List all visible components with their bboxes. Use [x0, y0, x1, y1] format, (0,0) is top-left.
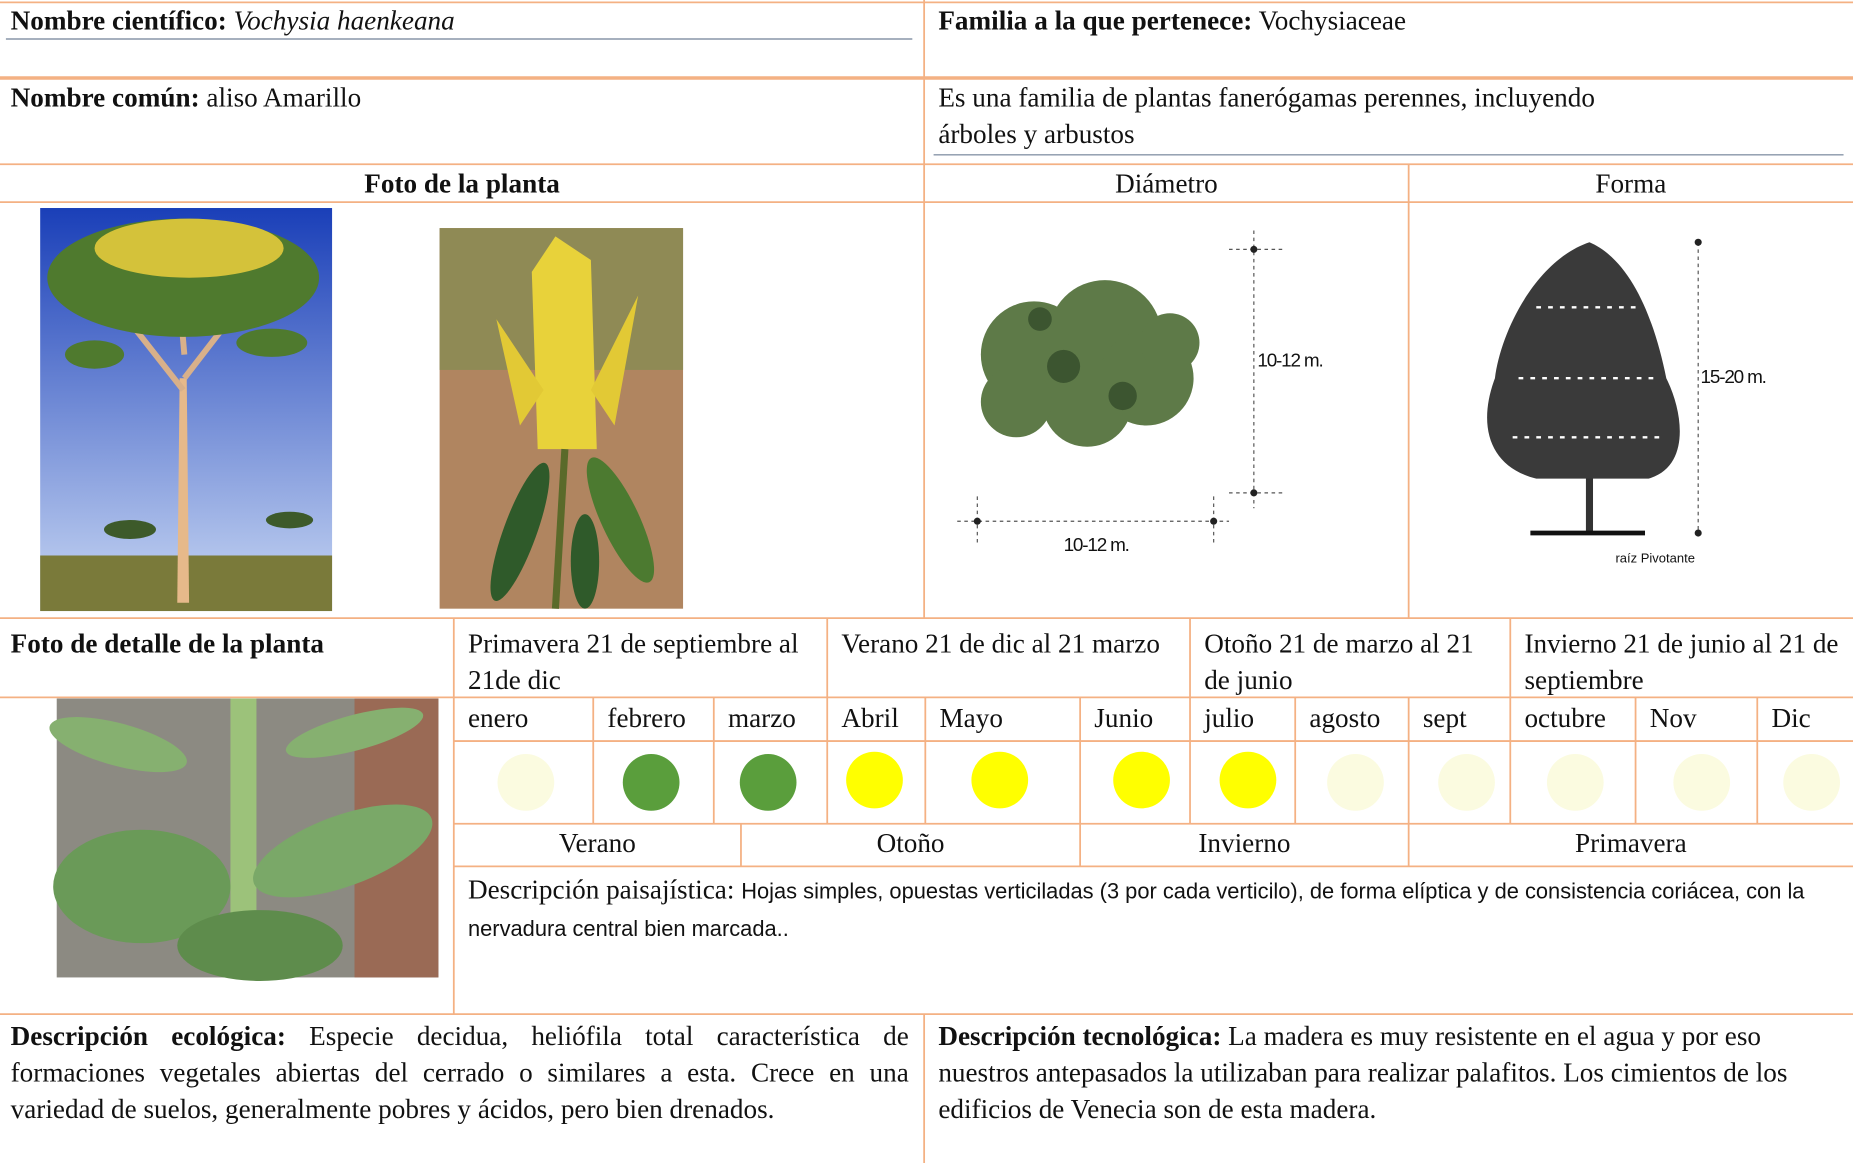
month-name: agosto [1309, 703, 1381, 733]
month-indicator [1438, 754, 1495, 811]
label: Descripción ecológica: [10, 1021, 286, 1051]
season-band: Otoño [876, 828, 945, 859]
label: Nombre común: [10, 82, 200, 113]
label: Familia a la que pertenece: [938, 5, 1253, 36]
label: Nombre científico: [10, 5, 227, 36]
diameter-height-label: 10-12 m. [1257, 351, 1323, 372]
common-name: Nombre común: aliso Amarillo [11, 79, 362, 116]
diameter-drawing [957, 230, 1283, 544]
value: Vochysia haenkeana [233, 5, 455, 36]
season-band: Invierno [1198, 828, 1291, 859]
month-name: Junio [1094, 703, 1154, 733]
month-indicator [1546, 754, 1604, 811]
detail-title: Foto de detalle de la planta [10, 628, 324, 659]
photo-title: Foto de la planta [364, 169, 560, 199]
month-name: julio [1204, 703, 1255, 733]
diameter-title: Diámetro [1115, 169, 1218, 199]
month-indicator [739, 754, 797, 811]
month-name: enero [467, 703, 529, 733]
label: Descripción tecnológica: [938, 1021, 1222, 1051]
month-indicator [846, 751, 903, 809]
value: Vochysiaceae [1258, 5, 1407, 36]
month-indicator [1783, 754, 1841, 811]
flower-photo [439, 228, 684, 609]
month-indicator [1673, 754, 1731, 811]
month-name: Dic [1771, 703, 1811, 733]
label: Descripción paisajística: [467, 874, 735, 905]
form-root-label: raíz Pivotante [1615, 551, 1695, 567]
family-description: Es una familia de plantas fanerógamas pe… [938, 82, 1595, 149]
technological-description: Descripción tecnológica: La madera es mu… [938, 1018, 1836, 1128]
ecological-description: Descripción ecológica: Especie decidua, … [11, 1018, 909, 1128]
season: Invierno 21 de junio al 21 de septiembre [1524, 628, 1839, 695]
landscape-description: Descripción paisajística: Hojas simples,… [468, 871, 1839, 947]
month-indicator [622, 754, 680, 811]
text: Especie decidua, heliófila total caracte… [10, 1021, 909, 1124]
scientific-name: Nombre científico: Vochysia haenkeana [11, 2, 455, 39]
month-indicator [497, 754, 555, 811]
month-name: octubre [1524, 703, 1606, 733]
season-band: Primavera [1574, 828, 1687, 859]
season: Verano 21 de dic al 21 marzo [841, 628, 1160, 659]
month-indicator [1113, 751, 1170, 809]
text: Hojas simples, opuestas verticiladas (3 … [467, 878, 1805, 941]
month-name: Nov [1649, 703, 1697, 733]
form-drawing [1487, 238, 1702, 537]
month-name: Mayo [939, 703, 1003, 733]
family: Familia a la que pertenece: Vochysiaceae [938, 2, 1406, 39]
text: La madera es muy resistente en el agua y… [938, 1021, 1788, 1124]
season: Primavera 21 de septiembre al 21de dic [467, 628, 799, 695]
form-title: Forma [1595, 169, 1667, 199]
month-name: sept [1422, 703, 1467, 733]
tree-photo [40, 208, 333, 612]
form-height-label: 15-20 m. [1700, 367, 1767, 388]
diameter-width-label: 10-12 m. [1063, 535, 1130, 556]
season-band: Verano [558, 828, 636, 859]
detail-photo [49, 698, 439, 981]
month-name: Abril [841, 703, 899, 733]
month-name: febrero [607, 703, 686, 733]
month-indicator [971, 751, 1029, 809]
value: aliso Amarillo [206, 82, 362, 113]
month-indicator [1219, 751, 1277, 809]
month-indicator [1327, 754, 1384, 811]
month-name: marzo [727, 703, 796, 733]
season: Otoño 21 de marzo al 21 de junio [1204, 628, 1474, 695]
